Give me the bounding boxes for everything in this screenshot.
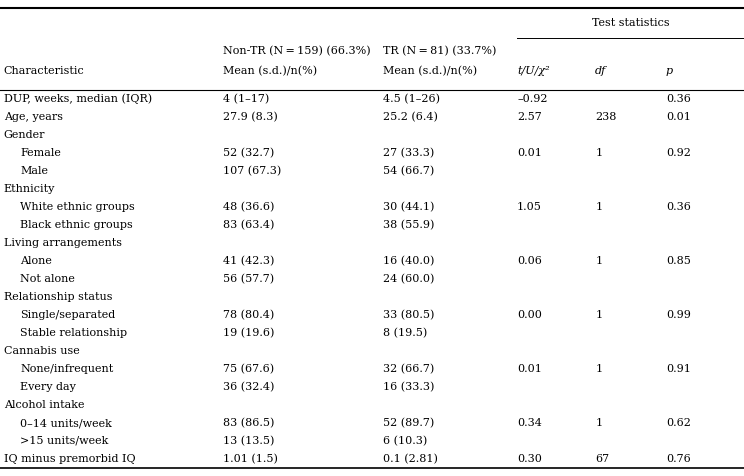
Text: 107 (67.3): 107 (67.3) xyxy=(223,166,281,176)
Text: 13 (13.5): 13 (13.5) xyxy=(223,436,275,446)
Text: 25.2 (6.4): 25.2 (6.4) xyxy=(383,112,438,122)
Text: 0.30: 0.30 xyxy=(517,454,542,464)
Text: 1: 1 xyxy=(595,256,603,266)
Text: IQ minus premorbid IQ: IQ minus premorbid IQ xyxy=(4,454,135,464)
Text: 1: 1 xyxy=(595,364,603,374)
Text: 0.99: 0.99 xyxy=(666,310,690,320)
Text: 0.01: 0.01 xyxy=(666,112,690,122)
Text: 16 (40.0): 16 (40.0) xyxy=(383,256,434,266)
Text: Mean (s.d.)/n(%): Mean (s.d.)/n(%) xyxy=(383,66,478,76)
Text: Every day: Every day xyxy=(20,382,76,392)
Text: 0.91: 0.91 xyxy=(666,364,690,374)
Text: Alcohol intake: Alcohol intake xyxy=(4,400,84,410)
Text: 8 (19.5): 8 (19.5) xyxy=(383,328,427,338)
Text: 0.01: 0.01 xyxy=(517,148,542,158)
Text: 30 (44.1): 30 (44.1) xyxy=(383,202,434,212)
Text: 0.62: 0.62 xyxy=(666,418,690,428)
Text: 24 (60.0): 24 (60.0) xyxy=(383,274,434,284)
Text: df: df xyxy=(595,66,606,76)
Text: 16 (33.3): 16 (33.3) xyxy=(383,382,434,392)
Text: 0.76: 0.76 xyxy=(666,454,690,464)
Text: >15 units/week: >15 units/week xyxy=(20,436,109,446)
Text: 2.57: 2.57 xyxy=(517,112,542,122)
Text: 52 (32.7): 52 (32.7) xyxy=(223,148,275,158)
Text: 1: 1 xyxy=(595,418,603,428)
Text: 1.01 (1.5): 1.01 (1.5) xyxy=(223,454,278,464)
Text: Living arrangements: Living arrangements xyxy=(4,238,122,248)
Text: Mean (s.d.)/n(%): Mean (s.d.)/n(%) xyxy=(223,66,318,76)
Text: Male: Male xyxy=(20,166,48,176)
Text: 38 (55.9): 38 (55.9) xyxy=(383,220,434,230)
Text: TR (N = 81) (33.7%): TR (N = 81) (33.7%) xyxy=(383,46,496,56)
Text: –0.92: –0.92 xyxy=(517,94,548,104)
Text: White ethnic groups: White ethnic groups xyxy=(20,202,135,212)
Text: 56 (57.7): 56 (57.7) xyxy=(223,274,275,284)
Text: 1: 1 xyxy=(595,148,603,158)
Text: 52 (89.7): 52 (89.7) xyxy=(383,418,434,428)
Text: 6 (10.3): 6 (10.3) xyxy=(383,436,427,446)
Text: 75 (67.6): 75 (67.6) xyxy=(223,364,275,374)
Text: 41 (42.3): 41 (42.3) xyxy=(223,256,275,266)
Text: 0–14 units/week: 0–14 units/week xyxy=(20,418,112,428)
Text: 0.85: 0.85 xyxy=(666,256,690,266)
Text: 27 (33.3): 27 (33.3) xyxy=(383,148,434,158)
Text: None/infrequent: None/infrequent xyxy=(20,364,113,374)
Text: Black ethnic groups: Black ethnic groups xyxy=(20,220,133,230)
Text: Stable relationship: Stable relationship xyxy=(20,328,127,338)
Text: Ethnicity: Ethnicity xyxy=(4,184,55,194)
Text: 238: 238 xyxy=(595,112,617,122)
Text: DUP, weeks, median (IQR): DUP, weeks, median (IQR) xyxy=(4,94,152,104)
Text: 83 (86.5): 83 (86.5) xyxy=(223,418,275,428)
Text: 78 (80.4): 78 (80.4) xyxy=(223,310,275,320)
Text: p: p xyxy=(666,66,673,76)
Text: 0.36: 0.36 xyxy=(666,94,690,104)
Text: 0.00: 0.00 xyxy=(517,310,542,320)
Text: 0.92: 0.92 xyxy=(666,148,690,158)
Text: Characteristic: Characteristic xyxy=(4,66,85,76)
Text: 48 (36.6): 48 (36.6) xyxy=(223,202,275,212)
Text: 83 (63.4): 83 (63.4) xyxy=(223,220,275,230)
Text: 67: 67 xyxy=(595,454,609,464)
Text: 33 (80.5): 33 (80.5) xyxy=(383,310,434,320)
Text: 0.36: 0.36 xyxy=(666,202,690,212)
Text: 4.5 (1–26): 4.5 (1–26) xyxy=(383,94,440,104)
Text: 36 (32.4): 36 (32.4) xyxy=(223,382,275,392)
Text: 1: 1 xyxy=(595,202,603,212)
Text: 19 (19.6): 19 (19.6) xyxy=(223,328,275,338)
Text: Female: Female xyxy=(20,148,61,158)
Text: 32 (66.7): 32 (66.7) xyxy=(383,364,434,374)
Text: Relationship status: Relationship status xyxy=(4,292,112,302)
Text: 0.1 (2.81): 0.1 (2.81) xyxy=(383,454,438,464)
Text: 0.34: 0.34 xyxy=(517,418,542,428)
Text: Test statistics: Test statistics xyxy=(591,18,670,28)
Text: 4 (1–17): 4 (1–17) xyxy=(223,94,269,104)
Text: Age, years: Age, years xyxy=(4,112,62,122)
Text: 1.05: 1.05 xyxy=(517,202,542,212)
Text: Gender: Gender xyxy=(4,130,45,140)
Text: Single/separated: Single/separated xyxy=(20,310,115,320)
Text: 0.01: 0.01 xyxy=(517,364,542,374)
Text: 27.9 (8.3): 27.9 (8.3) xyxy=(223,112,278,122)
Text: t/U/χ²: t/U/χ² xyxy=(517,66,550,76)
Text: Not alone: Not alone xyxy=(20,274,75,284)
Text: Alone: Alone xyxy=(20,256,52,266)
Text: 1: 1 xyxy=(595,310,603,320)
Text: Non-TR (N = 159) (66.3%): Non-TR (N = 159) (66.3%) xyxy=(223,46,371,56)
Text: 0.06: 0.06 xyxy=(517,256,542,266)
Text: 54 (66.7): 54 (66.7) xyxy=(383,166,434,176)
Text: Cannabis use: Cannabis use xyxy=(4,346,80,356)
